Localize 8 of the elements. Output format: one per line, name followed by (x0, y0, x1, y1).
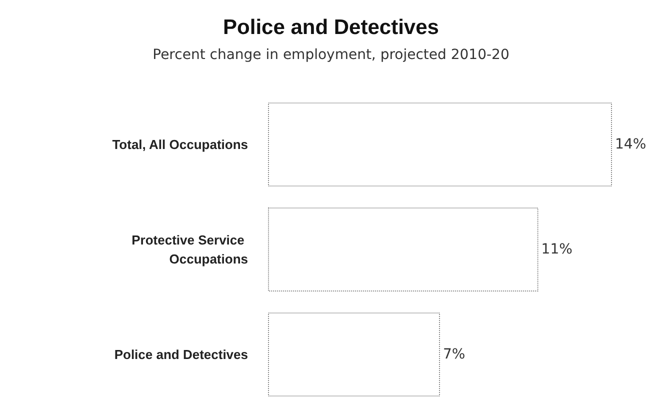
data-label: 14% (615, 136, 646, 152)
chart-subtitle: Percent change in employment, projected 2010-20 (152, 47, 510, 63)
y-tick-label: Police and Detectives (114, 347, 248, 362)
chart-title: Police and Detectives (223, 16, 439, 39)
y-tick-label: Protective Service Occupations (132, 232, 248, 266)
data-label: 7% (443, 346, 466, 362)
y-tick-label: Total, All Occupations (112, 137, 248, 152)
data-label: 11% (541, 242, 572, 258)
